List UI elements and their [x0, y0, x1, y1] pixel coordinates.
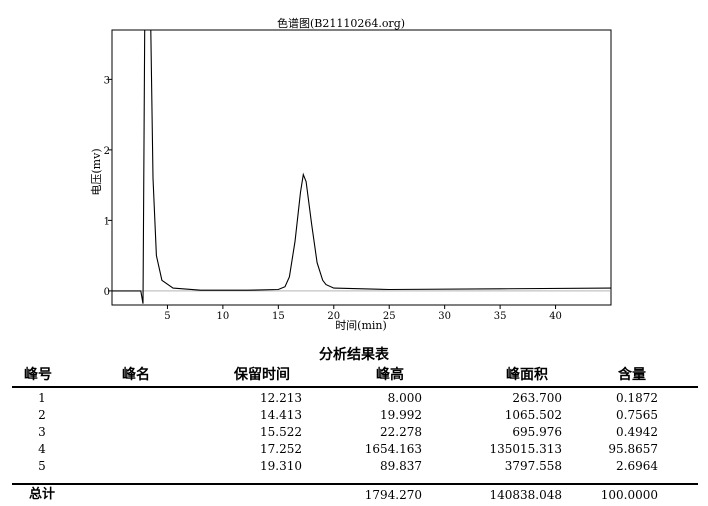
header-peak-height: 峰高	[376, 367, 404, 383]
cell-retention-time: 14.413	[260, 408, 302, 422]
x-tick-label: 35	[494, 311, 507, 322]
header-content: 含量	[618, 367, 646, 383]
cell-peak-height: 19.992	[380, 408, 422, 422]
cell-peak-no: 5	[38, 459, 46, 473]
table-row: 1 12.213 8.000 263.700 0.1872	[12, 390, 698, 407]
table-header-row: 峰号 峰名 保留时间 峰高 峰面积 含量	[12, 364, 698, 388]
x-tick-label: 25	[383, 311, 396, 322]
x-tick-label: 20	[327, 311, 340, 322]
results-table: 峰号 峰名 保留时间 峰高 峰面积 含量 1 12.213 8.000 263.…	[12, 364, 698, 505]
x-tick-label: 5	[164, 311, 170, 322]
total-content: 100.0000	[600, 488, 658, 502]
table-total-row: 总计 1794.270 140838.048 100.0000	[12, 483, 698, 505]
cell-peak-no: 3	[38, 425, 46, 439]
x-tick-label: 15	[272, 311, 285, 322]
total-label: 总计	[28, 487, 55, 502]
cell-peak-height: 22.278	[380, 425, 422, 439]
cell-peak-no: 1	[38, 391, 46, 405]
x-tick-label: 30	[438, 311, 451, 322]
table-row: 4 17.252 1654.163 135015.313 95.8657	[12, 441, 698, 458]
x-axis-label: 时间(min)	[335, 319, 387, 332]
cell-peak-height: 1654.163	[364, 442, 422, 456]
table-row: 3 15.522 22.278 695.976 0.4942	[12, 424, 698, 441]
cell-content: 95.8657	[608, 442, 658, 456]
table-row: 2 14.413 19.992 1065.502 0.7565	[12, 407, 698, 424]
y-tick-label: 3	[104, 75, 110, 86]
cell-retention-time: 15.522	[260, 425, 302, 439]
cell-retention-time: 19.310	[260, 459, 302, 473]
cell-peak-area: 1065.502	[504, 408, 562, 422]
cell-content: 0.4942	[616, 425, 658, 439]
cell-peak-height: 8.000	[387, 391, 422, 405]
x-tick-label: 10	[217, 311, 230, 322]
cell-peak-area: 3797.558	[504, 459, 562, 473]
x-axis-ticks: 5 10 15 20 25 30 35 40	[164, 305, 562, 322]
cell-peak-area: 263.700	[512, 391, 562, 405]
cell-peak-no: 4	[38, 442, 46, 456]
table-row: 5 19.310 89.837 3797.558 2.6964	[12, 458, 698, 475]
y-tick-label: 2	[104, 146, 110, 157]
header-peak-name: 峰名	[122, 367, 150, 383]
cell-retention-time: 12.213	[260, 391, 302, 405]
table-title: 分析结果表	[319, 347, 389, 363]
y-tick-label: 1	[104, 216, 110, 227]
total-peak-height: 1794.270	[364, 488, 422, 502]
cell-peak-no: 2	[38, 408, 46, 422]
header-peak-no: 峰号	[24, 367, 52, 383]
header-peak-area: 峰面积	[506, 367, 548, 383]
y-tick-label: 0	[104, 287, 110, 298]
y-axis-ticks: 0 1 2 3	[104, 75, 112, 298]
plot-frame	[111, 29, 612, 306]
header-retention-time: 保留时间	[234, 367, 290, 383]
chart-title: 色谱图(B21110264.org)	[277, 16, 405, 30]
series-line-signal	[112, 29, 612, 304]
total-peak-area: 140838.048	[489, 488, 562, 502]
x-tick-label: 40	[549, 311, 562, 322]
cell-content: 0.7565	[616, 408, 658, 422]
cell-content: 0.1872	[616, 391, 658, 405]
cell-peak-area: 135015.313	[489, 442, 562, 456]
cell-peak-height: 89.837	[380, 459, 422, 473]
cell-content: 2.6964	[616, 459, 658, 473]
cell-retention-time: 17.252	[260, 442, 302, 456]
y-axis-label: 电压(mv)	[90, 148, 103, 195]
cell-peak-area: 695.976	[512, 425, 562, 439]
